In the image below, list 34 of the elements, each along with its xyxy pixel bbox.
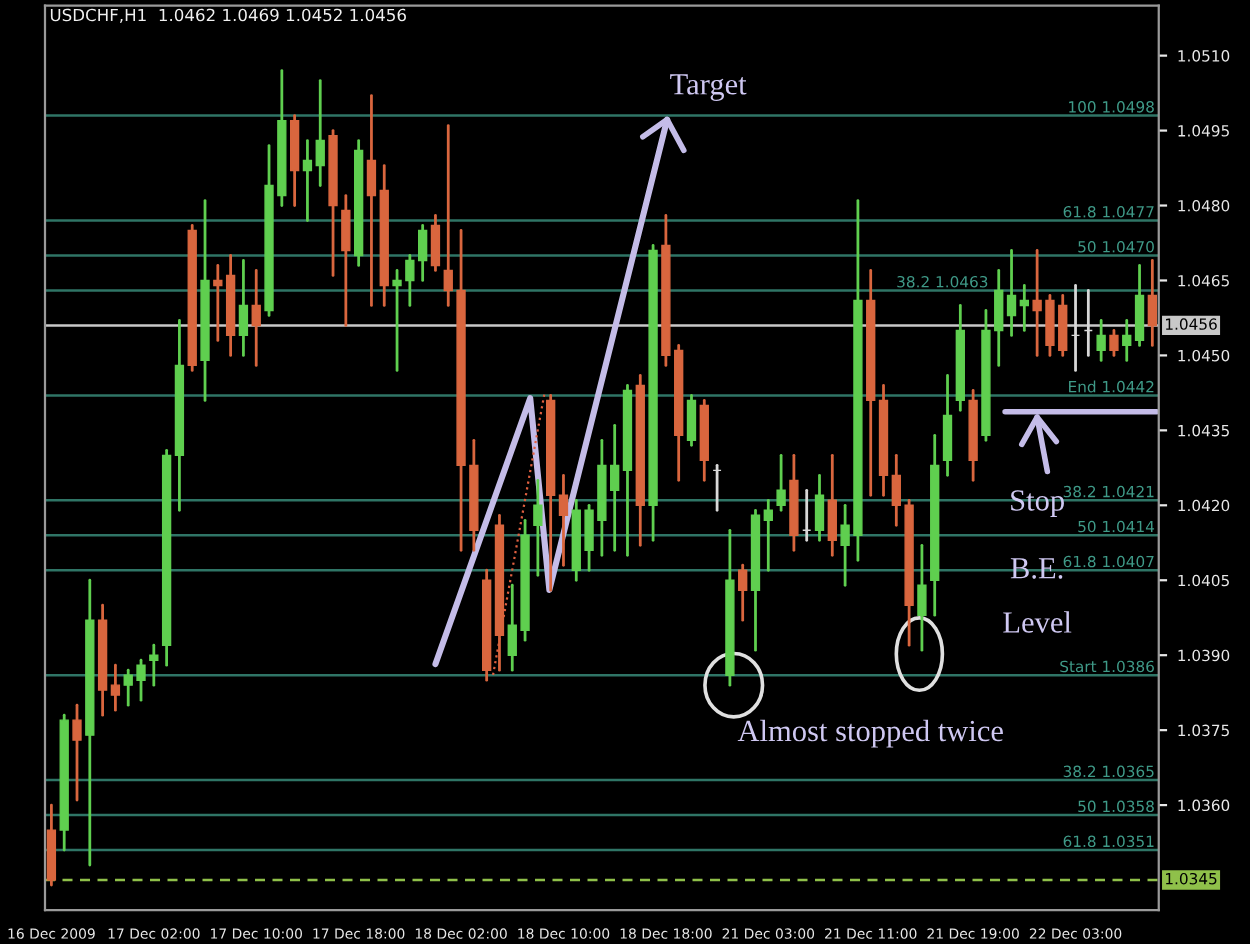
annotation: Level: [1003, 611, 1072, 633]
candlestick: [1134, 264, 1145, 347]
candlestick: [776, 453, 786, 512]
candlestick: [72, 703, 82, 802]
candlestick: [430, 214, 441, 272]
candlestick: [738, 563, 748, 622]
candlestick: [686, 393, 697, 447]
candlestick: [533, 478, 543, 577]
candlestick: [558, 473, 569, 567]
candlestick: [763, 498, 773, 572]
candlestick: [341, 194, 351, 327]
annotation: Target: [670, 74, 747, 101]
candlestick: [213, 264, 223, 342]
candlestick: [315, 79, 325, 187]
annotation: Almost stopped twice: [737, 719, 1003, 748]
candlestick: [942, 374, 953, 477]
candlestick: [110, 663, 121, 712]
candlestick: [251, 269, 261, 367]
candlestick: [149, 643, 159, 687]
candlestick: [917, 543, 927, 652]
candlestick: [238, 259, 249, 357]
candlestick: [1109, 329, 1119, 357]
candlestick: [366, 94, 377, 307]
annotation: B.E.: [1010, 558, 1063, 579]
candlestick: [1122, 319, 1132, 362]
candlestick: [1096, 319, 1106, 362]
candlestick: [827, 453, 837, 557]
candlestick: [302, 139, 313, 222]
candlestick: [814, 473, 825, 542]
chart-title: USDCHF,H1 1.0462 1.0469 1.0452 1.0456: [50, 8, 406, 23]
candlestick: [1006, 249, 1017, 337]
candlestick: [1019, 284, 1029, 332]
annotation: Stop: [1011, 490, 1064, 517]
candlestick: [1147, 259, 1158, 347]
